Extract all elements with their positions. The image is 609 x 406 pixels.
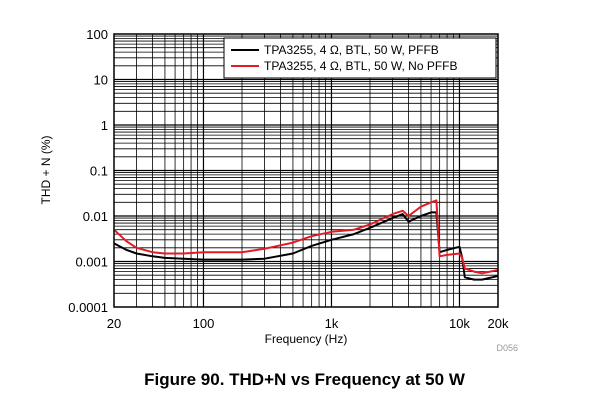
series-line-no-pffb [113,199,499,275]
y-tick-label: 1 [101,118,108,133]
plot-frame [113,33,499,308]
y-tick-label: 0.1 [90,164,108,179]
legend-label-no-pffb: TPA3255, 4 Ω, BTL, 50 W, No PFFB [264,59,458,73]
figure-caption: Figure 90. THD+N vs Frequency at 50 W [144,370,465,389]
x-tick-label: 20 [107,316,121,331]
y-tick-label: 0.001 [75,255,108,270]
figure-code: D056 [496,343,518,353]
x-axis-title: Frequency (Hz) [265,332,348,346]
x-tick-labels: 20 100 1k 10k 20k [107,316,509,331]
y-tick-label: 100 [86,27,108,42]
y-tick-labels: 0.0001 0.001 0.01 0.1 1 10 100 [68,27,108,315]
x-tick-label: 20k [488,316,509,331]
y-axis-title: THD + N (%) [39,135,53,204]
y-tick-label: 10 [94,73,108,88]
series-line-pffb [113,211,499,281]
y-tick-label: 0.0001 [68,300,108,315]
x-tick-label: 1k [325,316,339,331]
legend-box [223,37,497,79]
series-lines [113,199,499,281]
legend: TPA3255, 4 Ω, BTL, 50 W, PFFB TPA3255, 4… [223,37,497,79]
x-tick-label: 100 [193,316,215,331]
x-tick-label: 10k [449,316,470,331]
y-tick-label: 0.01 [83,209,108,224]
legend-label-pffb: TPA3255, 4 Ω, BTL, 50 W, PFFB [264,43,439,57]
